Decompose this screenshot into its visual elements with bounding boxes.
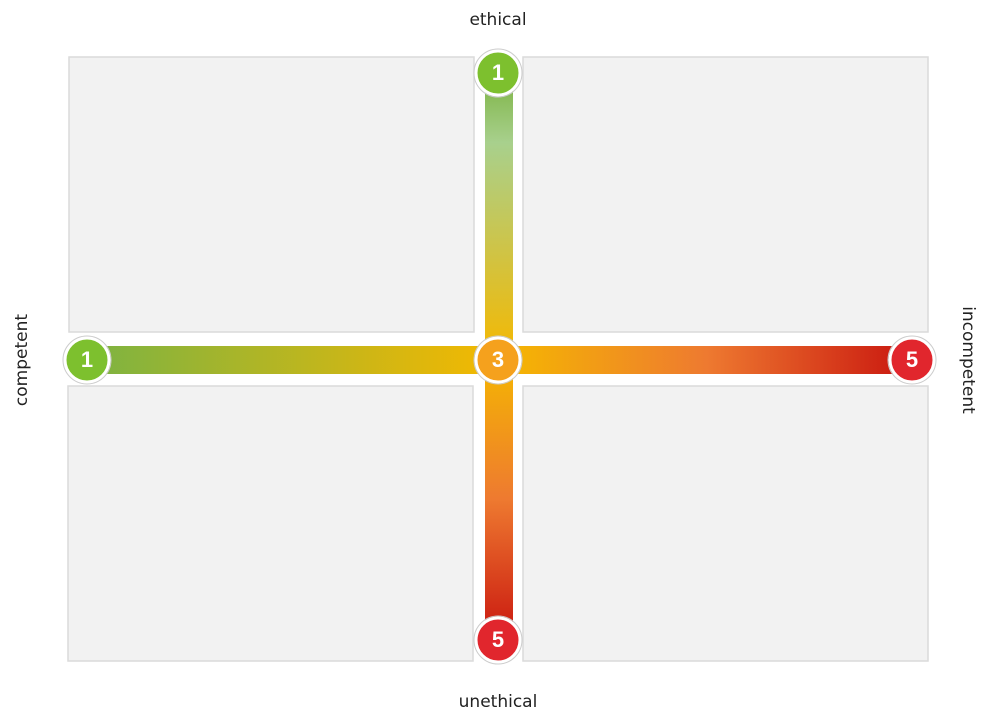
node: 3 <box>473 335 523 385</box>
node-circle <box>474 616 522 664</box>
node: 1 <box>473 48 523 98</box>
axis-label-left: competent <box>12 314 32 406</box>
node-circle <box>63 336 111 384</box>
node: 1 <box>62 335 112 385</box>
axis-label-right: incompetent <box>958 306 978 414</box>
node-label: 5 <box>906 347 918 372</box>
node-label: 1 <box>492 60 504 85</box>
node-ring <box>473 48 523 98</box>
axis-label-top: ethical <box>469 10 526 30</box>
node: 5 <box>887 335 937 385</box>
quadrant <box>522 385 929 662</box>
node-label: 3 <box>492 347 504 372</box>
node-ring <box>62 335 112 385</box>
node-ring <box>473 335 523 385</box>
quadrant <box>68 56 475 333</box>
node: 5 <box>473 615 523 665</box>
node-circle <box>474 336 522 384</box>
axis-label-bottom: unethical <box>459 692 538 711</box>
quadrant <box>522 56 929 333</box>
node-label: 5 <box>492 627 504 652</box>
node-circle <box>888 336 936 384</box>
node-circle <box>474 49 522 97</box>
node-ring <box>473 615 523 665</box>
quadrant <box>67 385 474 662</box>
node-label: 1 <box>81 347 93 372</box>
node-ring <box>887 335 937 385</box>
